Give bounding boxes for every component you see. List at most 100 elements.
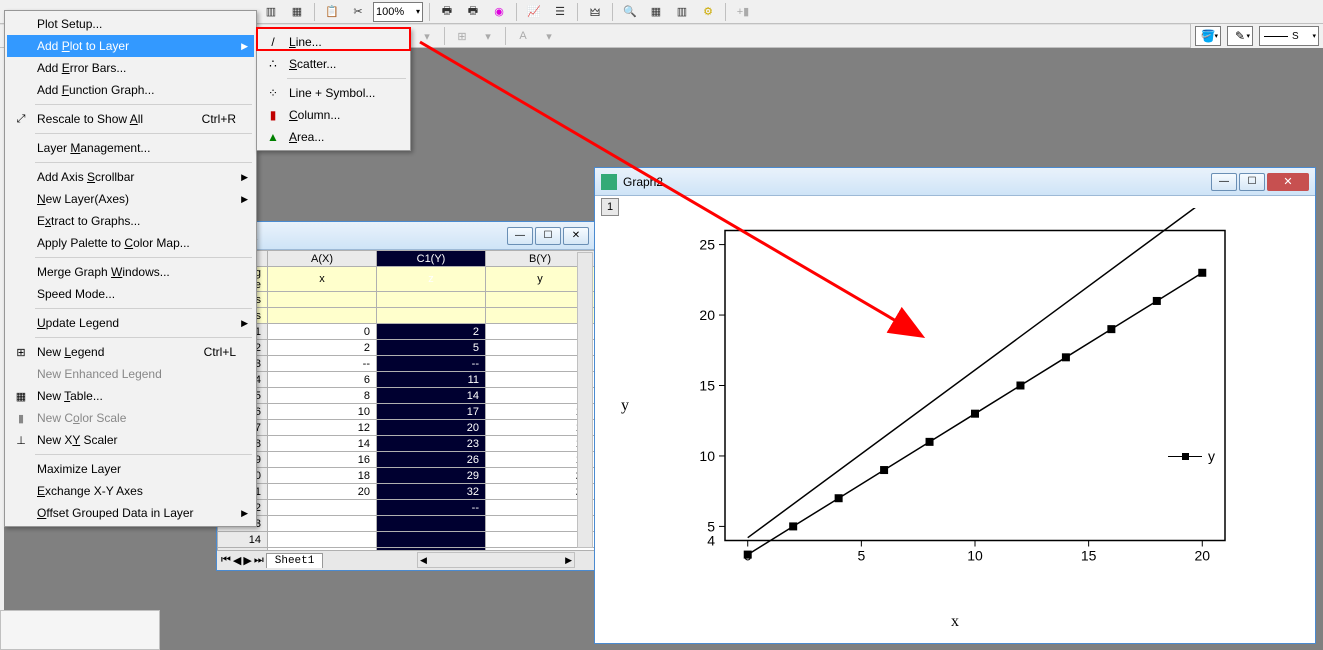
- minimize-button[interactable]: —: [1211, 173, 1237, 191]
- tb-icon[interactable]: ◉: [488, 1, 510, 23]
- workbook-body: A(X)C1(Y)B(Y)g NamexzyUnitsnments1023225…: [217, 250, 595, 550]
- menu-item[interactable]: Update Legend▶: [7, 312, 254, 334]
- submenu-item[interactable]: ∴Scatter...: [259, 53, 408, 75]
- y-axis-label: y: [621, 397, 629, 415]
- menu-item: ▮New Color Scale: [7, 407, 254, 429]
- menu-item[interactable]: New Layer(Axes)▶: [7, 188, 254, 210]
- line-color-button[interactable]: ✎: [1227, 26, 1253, 46]
- tb-icon[interactable]: ▥: [671, 1, 693, 23]
- submenu-item[interactable]: ▮Column...: [259, 104, 408, 126]
- menu-item[interactable]: Apply Palette to Color Map...: [7, 232, 254, 254]
- graph-title: Graph2: [623, 175, 1205, 189]
- legend[interactable]: y: [1168, 448, 1215, 464]
- menu-item[interactable]: Add Error Bars...: [7, 57, 254, 79]
- tb-icon[interactable]: 🖶: [462, 1, 484, 23]
- menu-item[interactable]: Add Plot to Layer▶: [7, 35, 254, 57]
- maximize-button[interactable]: ☐: [1239, 173, 1265, 191]
- line-style-combo[interactable]: S: [1259, 26, 1319, 46]
- menu-item[interactable]: ⤢Rescale to Show AllCtrl+R: [7, 108, 254, 130]
- menu-item[interactable]: Extract to Graphs...: [7, 210, 254, 232]
- svg-text:15: 15: [699, 378, 715, 394]
- tb-icon[interactable]: ⚙: [697, 1, 719, 23]
- submenu-item[interactable]: ▲Area...: [259, 126, 408, 148]
- worksheet-table[interactable]: A(X)C1(Y)B(Y)g NamexzyUnitsnments1023225…: [217, 250, 595, 550]
- menu-icon: ⊞: [13, 344, 29, 360]
- chart-svg: 051015205101520254: [655, 208, 1255, 593]
- menu-icon: ▦: [13, 388, 29, 404]
- submenu-icon: /: [265, 34, 281, 50]
- tb-icon[interactable]: A: [512, 25, 534, 47]
- tb-icon[interactable]: ✂: [347, 1, 369, 23]
- menu-icon: ⊥: [13, 432, 29, 448]
- submenu-item[interactable]: /Line...: [259, 31, 408, 53]
- right-toolbar: 🪣 ✎ S: [1190, 24, 1323, 48]
- maximize-button[interactable]: ☐: [535, 227, 561, 245]
- tb-icon[interactable]: +▮: [732, 1, 754, 23]
- menu-icon: ▮: [13, 410, 29, 426]
- tab-nav-last[interactable]: ⏭: [254, 554, 264, 567]
- svg-text:4: 4: [707, 533, 715, 549]
- menu-item[interactable]: Layer Management...: [7, 137, 254, 159]
- submenu-item[interactable]: ⁘Line + Symbol...: [259, 82, 408, 104]
- menu-item[interactable]: Maximize Layer: [7, 458, 254, 480]
- menu-item[interactable]: Speed Mode...: [7, 283, 254, 305]
- tb-icon[interactable]: 🜲: [584, 1, 606, 23]
- sheet-tab[interactable]: Sheet1: [266, 553, 324, 568]
- tb-icon[interactable]: ⊞: [451, 25, 473, 47]
- menu-item[interactable]: Plot Setup...: [7, 13, 254, 35]
- submenu-icon: ⁘: [265, 85, 281, 101]
- svg-text:10: 10: [699, 448, 715, 464]
- graph-titlebar[interactable]: Graph2 — ☐ ✕: [595, 168, 1315, 196]
- tb-icon[interactable]: ☰: [549, 1, 571, 23]
- pen-icon: ✎: [1235, 29, 1245, 43]
- tb-icon[interactable]: ▾: [416, 25, 438, 47]
- tb-icon[interactable]: ▥: [260, 1, 282, 23]
- legend-marker: [1168, 456, 1202, 457]
- menu-item[interactable]: ▦New Table...: [7, 385, 254, 407]
- menu-item[interactable]: Merge Graph Windows...: [7, 261, 254, 283]
- tab-nav-next[interactable]: ▶: [243, 554, 251, 567]
- submenu-icon: ∴: [265, 56, 281, 72]
- submenu-icon: ▮: [265, 107, 281, 123]
- tb-icon[interactable]: ▦: [645, 1, 667, 23]
- svg-text:25: 25: [699, 237, 715, 253]
- graph-window: Graph2 — ☐ ✕ 1 051015205101520254 y x y: [594, 167, 1316, 644]
- print-icon[interactable]: 🖶: [436, 1, 458, 23]
- menu-item[interactable]: Exchange X-Y Axes: [7, 480, 254, 502]
- svg-text:15: 15: [1081, 548, 1097, 564]
- plot-area: 051015205101520254: [655, 208, 1255, 593]
- tb-icon[interactable]: ▦: [286, 1, 308, 23]
- submenu-icon: ▲: [265, 129, 281, 145]
- menu-icon: ⤢: [13, 111, 29, 127]
- tab-nav-prev[interactable]: ◀: [233, 554, 241, 567]
- close-button[interactable]: ✕: [563, 227, 589, 245]
- menu-item[interactable]: Add Function Graph...: [7, 79, 254, 101]
- scrollbar-vertical[interactable]: [577, 252, 593, 548]
- close-button[interactable]: ✕: [1267, 173, 1309, 191]
- menu-item[interactable]: ⊥New XY Scaler: [7, 429, 254, 451]
- tb-icon[interactable]: 📈: [523, 1, 545, 23]
- svg-text:20: 20: [1194, 548, 1210, 564]
- tab-nav-first[interactable]: ⏮: [221, 554, 231, 567]
- fill-color-button[interactable]: 🪣: [1195, 26, 1221, 46]
- tb-icon[interactable]: ▾: [477, 25, 499, 47]
- zoom-combo[interactable]: 100%: [373, 2, 423, 22]
- menu-item: New Enhanced Legend: [7, 363, 254, 385]
- layer-badge[interactable]: 1: [601, 198, 619, 216]
- menu-item[interactable]: Offset Grouped Data in Layer▶: [7, 502, 254, 524]
- context-menu: Plot Setup...Add Plot to Layer▶Add Error…: [4, 10, 257, 527]
- workbook-titlebar[interactable]: k1 — ☐ ✕: [217, 222, 595, 250]
- svg-text:5: 5: [857, 548, 865, 564]
- tb-icon[interactable]: 🔍: [619, 1, 641, 23]
- scrollbar-horizontal[interactable]: ◀▶: [417, 552, 575, 568]
- minimize-button[interactable]: —: [507, 227, 533, 245]
- bottom-panel: [0, 610, 160, 650]
- menu-item[interactable]: Add Axis Scrollbar▶: [7, 166, 254, 188]
- tb-icon[interactable]: 📋: [321, 1, 343, 23]
- svg-text:20: 20: [699, 307, 715, 323]
- tb-icon[interactable]: ▾: [538, 25, 560, 47]
- menu-item[interactable]: ⊞New LegendCtrl+L: [7, 341, 254, 363]
- workbook-title: k1: [245, 229, 501, 243]
- workbook-window: k1 — ☐ ✕ A(X)C1(Y)B(Y)g NamexzyUnitsnmen…: [216, 221, 596, 571]
- svg-text:10: 10: [967, 548, 983, 564]
